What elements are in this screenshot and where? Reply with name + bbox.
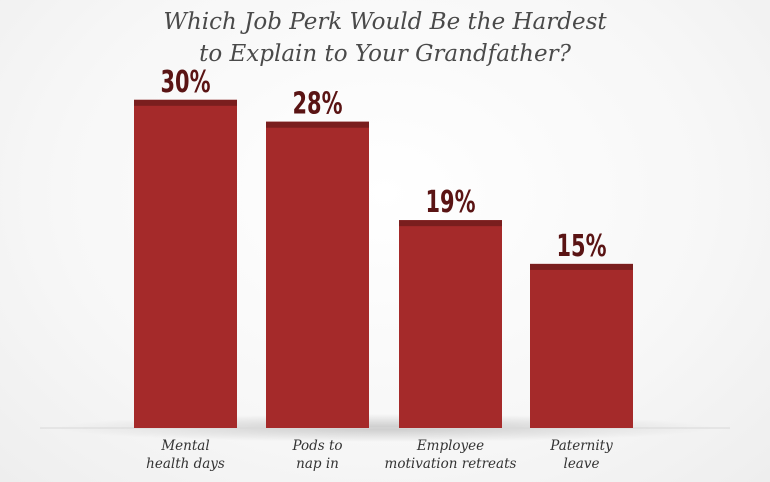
category-label-1-line-1: Mental — [160, 438, 209, 454]
category-label-4-line-1: Paternity — [549, 438, 613, 454]
bar-4 — [530, 263, 633, 428]
bar-cap-3 — [399, 220, 502, 227]
chart-title-line-2: to Explain to Your Grandfather? — [199, 41, 571, 67]
value-label-2: 28% — [293, 87, 343, 122]
bar-3 — [399, 220, 502, 428]
category-label-4-line-2: leave — [564, 456, 600, 472]
bar-cap-2 — [266, 121, 369, 128]
bar-cap-1 — [134, 99, 237, 106]
chart-title-line-1: Which Job Perk Would Be the Hardest — [163, 9, 607, 35]
chart-title: Which Job Perk Would Be the Hardest to E… — [0, 6, 770, 70]
value-label-1: 30% — [161, 65, 211, 100]
bar-2 — [266, 121, 369, 429]
category-label-1-line-2: health days — [146, 456, 225, 472]
bar-cap-4 — [530, 263, 633, 270]
category-label-3-line-1: Employee — [416, 438, 484, 454]
bar-1 — [134, 99, 237, 429]
category-label-3-line-2: motivation retreats — [385, 456, 517, 472]
value-label-3: 19% — [426, 185, 476, 220]
value-label-4: 15% — [557, 229, 607, 264]
category-label-2-line-1: Pods to — [291, 438, 342, 454]
category-label-2-line-2: nap in — [296, 456, 339, 472]
